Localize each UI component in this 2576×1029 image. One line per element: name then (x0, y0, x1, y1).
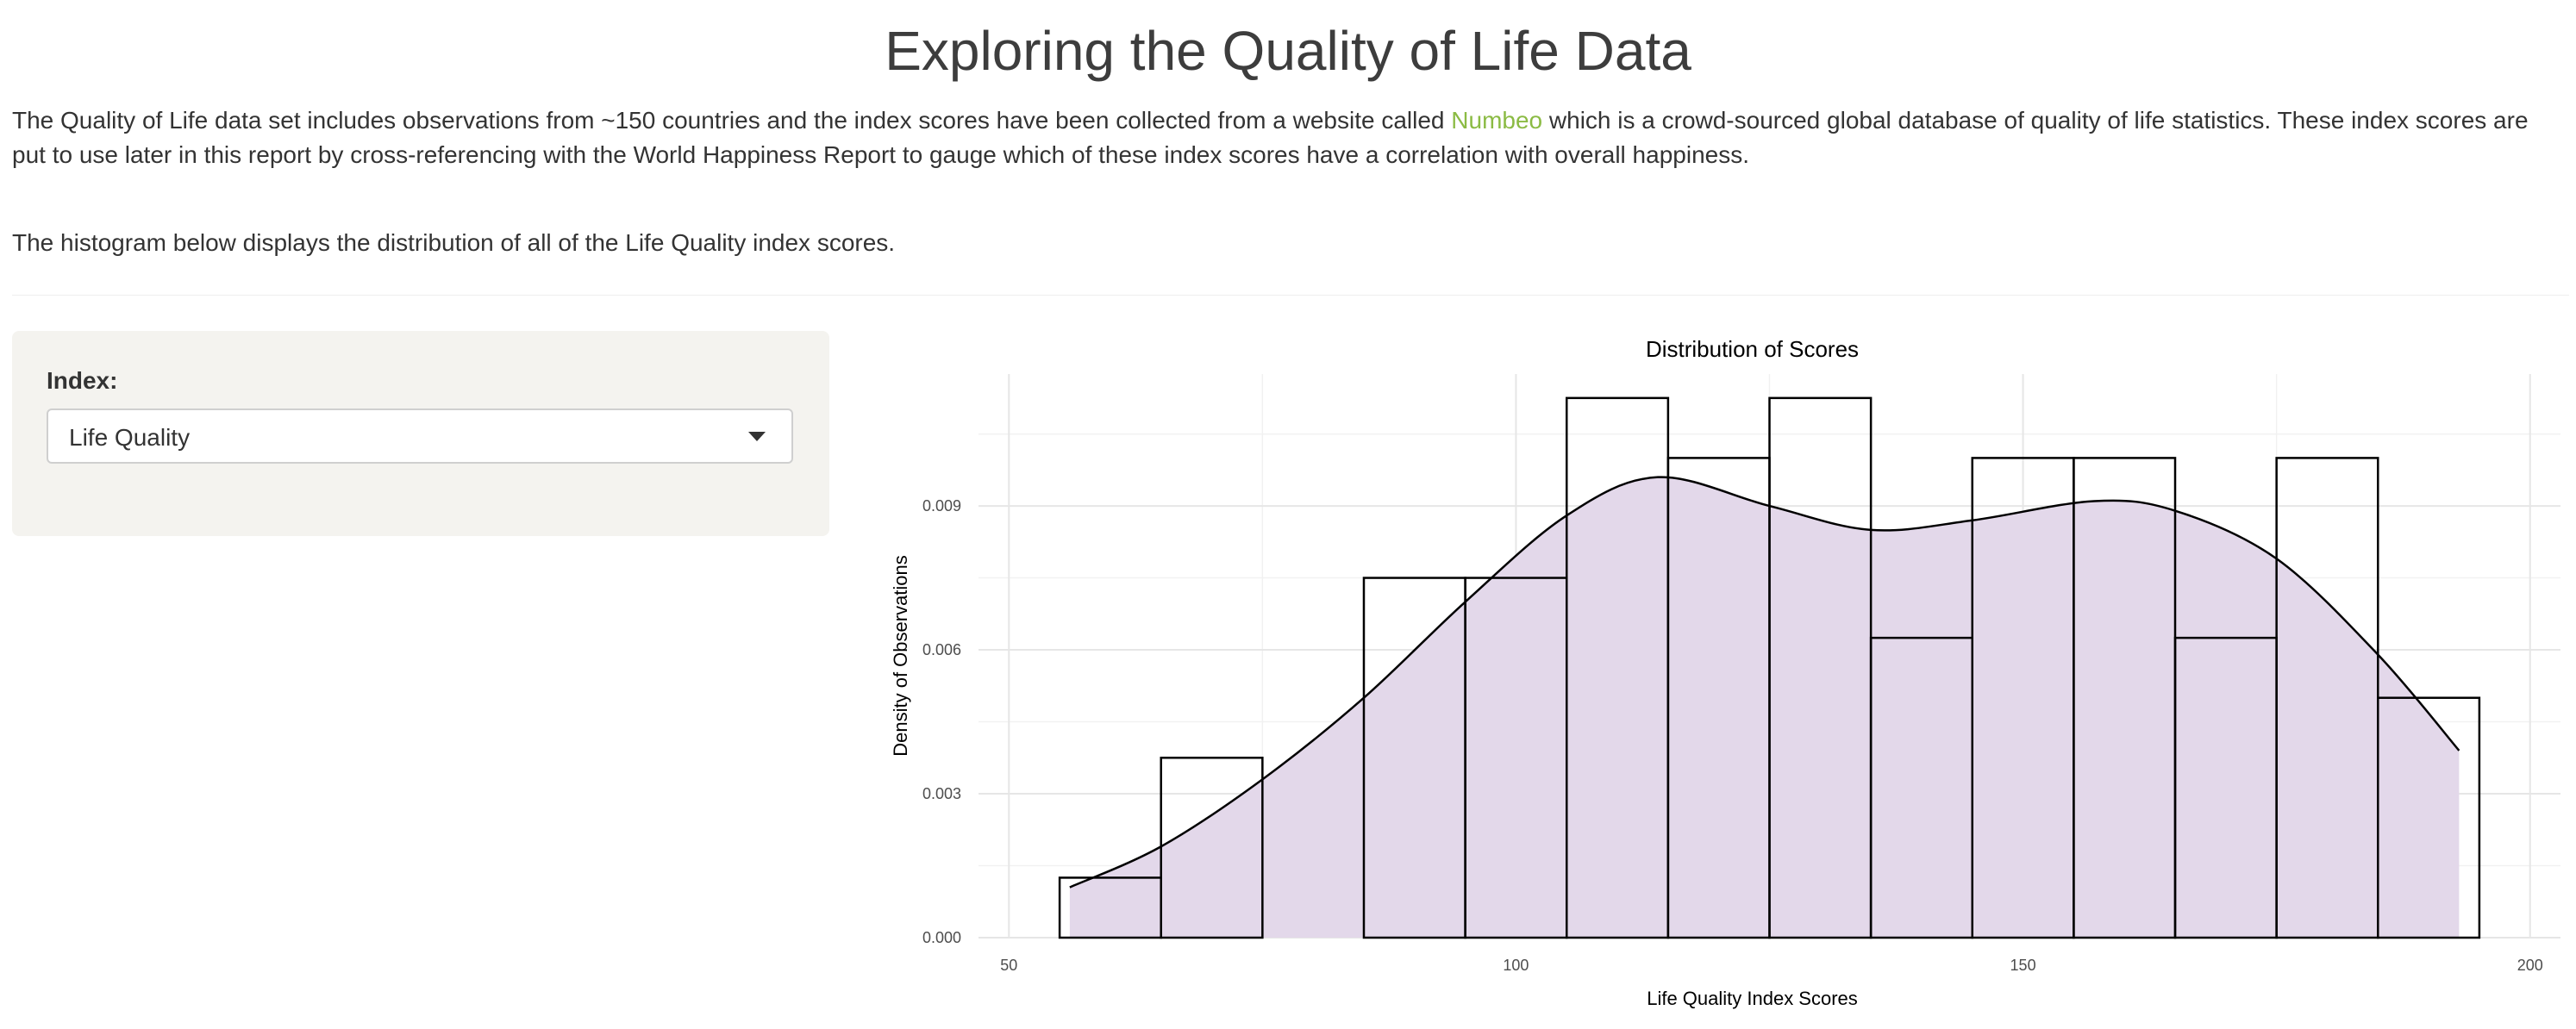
y-tick-label: 0.006 (922, 641, 961, 658)
index-select-value: Life Quality (69, 424, 191, 451)
histogram-chart: 50 100 150 200 0.000 0.003 0.006 0.009 Distribut… (890, 336, 2560, 1009)
index-select[interactable]: Life Quality (47, 408, 793, 464)
page-title: Exploring the Quality of Life Data (885, 20, 1691, 82)
chevron-down-icon (748, 432, 766, 441)
y-axis-label: Density of Observations (890, 555, 911, 757)
index-label: Index: (47, 367, 118, 394)
density-curve (1069, 476, 2460, 889)
y-tick-label: 0.009 (922, 497, 961, 514)
intro-text-before-link: The Quality of Life data set includes ob… (12, 107, 1452, 134)
chart-title: Distribution of Scores (1646, 336, 1859, 362)
density-area (1069, 477, 2460, 938)
intro-text-after-link: which is a crowd-sourced global database… (12, 107, 2529, 168)
y-tick-label: 0.000 (922, 929, 961, 946)
histogram-bar (2377, 696, 2481, 939)
x-tick-label: 200 (2517, 957, 2543, 974)
x-tick-label: 150 (2010, 957, 2036, 974)
sidebar-panel: Index: Life Quality (12, 331, 829, 536)
x-tick-label: 100 (1503, 957, 1529, 974)
histogram-note: The histogram below displays the distrib… (12, 229, 896, 256)
x-axis-label: Life Quality Index Scores (1647, 988, 1858, 1009)
section-divider (12, 295, 2569, 296)
intro-paragraph: The Quality of Life data set includes ob… (12, 103, 2564, 172)
numbeo-link[interactable]: Numbeo (1451, 107, 1543, 134)
y-tick-label: 0.003 (922, 785, 961, 802)
x-tick-label: 50 (1000, 957, 1017, 974)
